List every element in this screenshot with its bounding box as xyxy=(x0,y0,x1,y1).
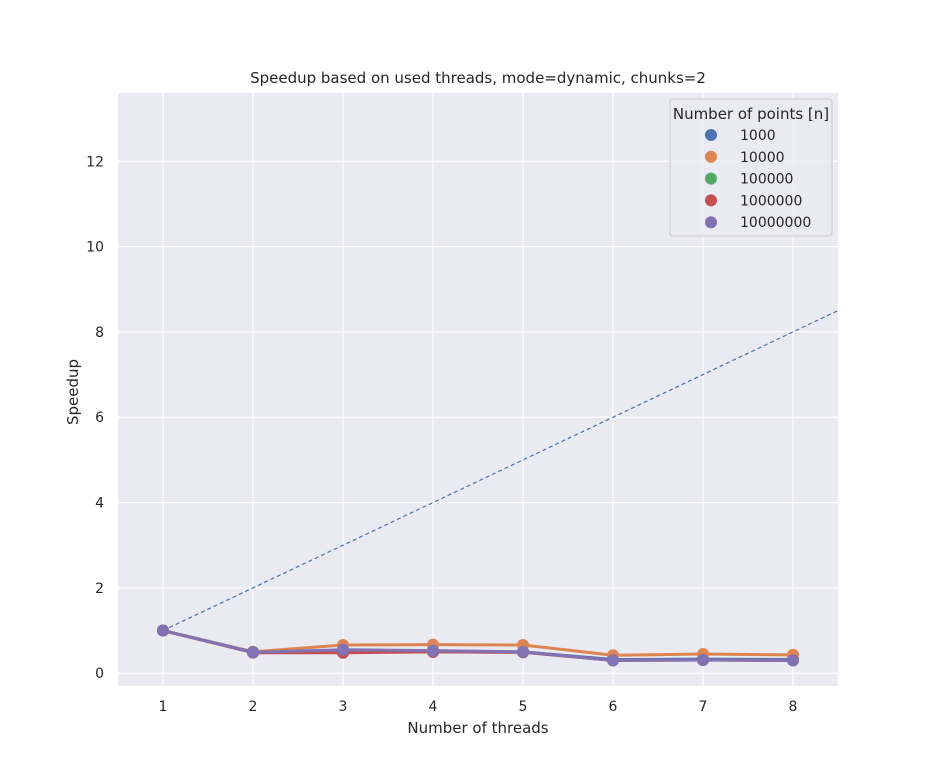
y-axis-label: Speedup xyxy=(64,359,82,425)
x-tick-label: 2 xyxy=(249,699,258,715)
series-group xyxy=(157,624,799,667)
chart-title: Speedup based on used threads, mode=dyna… xyxy=(250,69,706,87)
legend: Number of points [n] 1000100001000001000… xyxy=(669,98,833,237)
legend-items: 1000 10000 100000 1000000 10000000 xyxy=(705,128,811,231)
y-tick-label: 0 xyxy=(95,666,104,682)
legend-marker xyxy=(705,172,717,185)
ideal-speedup-line xyxy=(162,310,839,632)
legend-label: 1000 xyxy=(740,128,776,144)
legend-label: 10000 xyxy=(740,150,785,166)
data-point xyxy=(697,653,709,666)
x-tick-label: 4 xyxy=(429,699,438,715)
legend-marker xyxy=(705,129,717,141)
x-tick-label: 6 xyxy=(609,699,618,715)
legend-marker xyxy=(705,150,717,163)
legend-marker xyxy=(705,194,717,207)
y-tick-label: 4 xyxy=(95,496,104,512)
y-tick-labels: 0 2 4 6 8 10 12 xyxy=(86,154,104,682)
data-point xyxy=(517,645,529,658)
data-point xyxy=(247,646,259,659)
data-point xyxy=(157,624,169,637)
gridlines xyxy=(118,93,838,686)
series-line xyxy=(162,629,794,662)
y-tick-label: 8 xyxy=(95,325,104,341)
x-tick-label: 8 xyxy=(789,699,798,715)
x-tick-label: 3 xyxy=(339,699,348,715)
data-point xyxy=(427,644,439,657)
data-point xyxy=(787,654,799,667)
legend-label: 1000000 xyxy=(740,193,802,209)
y-tick-label: 2 xyxy=(95,581,104,597)
legend-label: 10000000 xyxy=(740,215,811,231)
x-tick-label: 7 xyxy=(699,699,708,715)
y-tick-label: 6 xyxy=(95,410,104,426)
legend-title: Number of points [n] xyxy=(673,105,829,123)
reference-line xyxy=(162,310,839,632)
x-tick-labels: 1 2 3 4 5 6 7 8 xyxy=(159,699,798,715)
legend-label: 100000 xyxy=(740,172,793,188)
x-axis-label: Number of threads xyxy=(407,719,548,737)
y-tick-label: 12 xyxy=(86,154,104,170)
legend-marker xyxy=(705,216,717,229)
data-point xyxy=(337,643,349,656)
y-tick-label: 10 xyxy=(86,240,104,256)
x-tick-label: 1 xyxy=(159,699,168,715)
data-point xyxy=(607,654,619,667)
x-tick-label: 5 xyxy=(519,699,528,715)
